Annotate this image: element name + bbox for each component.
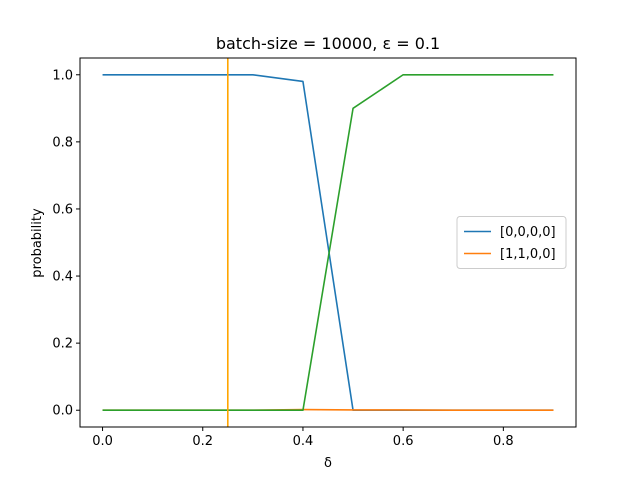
x-tick-label: 0.8 (493, 434, 514, 449)
x-axis-label: δ (324, 456, 332, 471)
x-tick-label: 0.6 (393, 434, 414, 449)
y-tick-label: 0.0 (52, 404, 73, 419)
y-axis: 0.0 0.2 0.4 0.6 0.8 1.0 (52, 68, 80, 419)
x-tick-label: 0.0 (92, 434, 113, 449)
y-axis-label: probability (30, 208, 45, 278)
x-tick-label: 0.4 (293, 434, 314, 449)
series-line-2 (102, 73, 554, 412)
legend-box (456, 216, 567, 269)
x-axis: 0.0 0.2 0.4 0.6 0.8 (92, 427, 514, 449)
y-tick-label: 0.2 (52, 337, 73, 352)
legend-label: [0,0,0,0] (500, 225, 556, 240)
plot-frame (79, 57, 577, 428)
x-tick-label: 0.2 (192, 434, 213, 449)
chart-title: batch-size = 10000, ε = 0.1 (216, 34, 440, 53)
y-tick-label: 0.8 (52, 135, 73, 150)
legend-label: [1,1,0,0] (500, 247, 556, 262)
legend: [0,0,0,0] [1,1,0,0] (456, 216, 567, 269)
plot-area (102, 58, 554, 427)
y-tick-label: 0.6 (52, 202, 73, 217)
y-tick-label: 0.4 (52, 270, 73, 285)
y-tick-label: 1.0 (52, 68, 73, 83)
